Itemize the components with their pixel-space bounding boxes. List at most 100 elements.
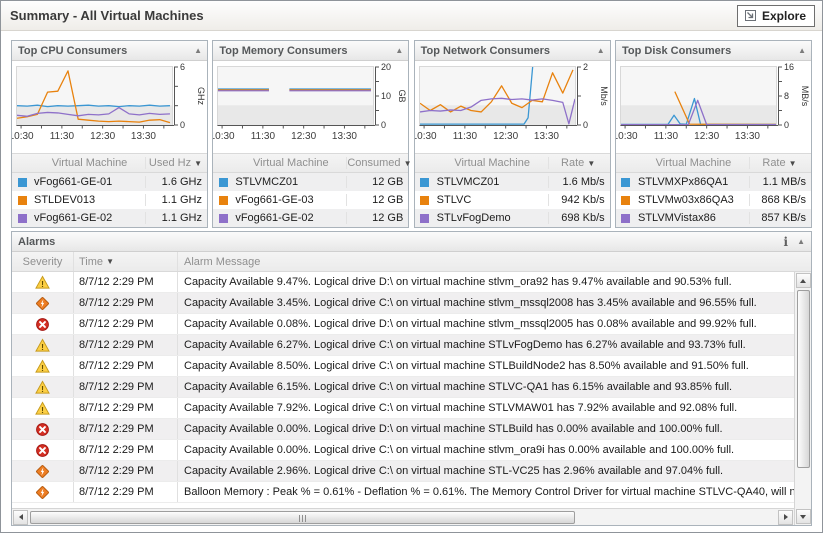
table-row[interactable]: STLVC 942 Kb/s bbox=[415, 191, 610, 209]
alarm-time: 8/7/12 2:29 PM bbox=[74, 377, 178, 397]
svg-text:16: 16 bbox=[784, 62, 794, 72]
scroll-right-button[interactable] bbox=[778, 509, 793, 525]
column-header-metric[interactable]: Rate ▼ bbox=[748, 157, 811, 169]
sort-descending-icon: ▼ bbox=[106, 257, 115, 266]
column-header-virtual-machine[interactable]: Virtual Machine bbox=[51, 157, 128, 169]
consumer-table-cpu: Virtual Machine Used Hz ▼ vFog661-GE-01 1.6… bbox=[12, 153, 207, 227]
svg-text:12:30: 12:30 bbox=[90, 131, 115, 142]
vm-metric-value: 1.6 GHz bbox=[145, 176, 207, 188]
vm-name: vFog661-GE-02 bbox=[235, 212, 314, 224]
table-row[interactable]: STLDEV013 1.1 GHz bbox=[12, 191, 207, 209]
scroll-left-button[interactable] bbox=[13, 509, 28, 525]
alarm-row[interactable]: 8/7/12 2:29 PM Capacity Available 2.96%. … bbox=[12, 461, 794, 482]
vm-metric-value: 1.1 MB/s bbox=[748, 176, 811, 188]
table-row[interactable]: STLvFogDemo 698 Kb/s bbox=[414, 209, 610, 227]
chart-disk: 0 8 16 MB/s 10:30 11:30 12:30 13:30 bbox=[613, 61, 811, 153]
alarm-row[interactable]: ! 8/7/12 2:29 PM Capacity Available 6.15%.… bbox=[12, 377, 794, 398]
table-row[interactable]: vFog661-GE-02 12 GB bbox=[213, 209, 409, 227]
explore-button[interactable]: Explore bbox=[736, 4, 815, 27]
column-header-alarm-message[interactable]: Alarm Message bbox=[184, 255, 261, 268]
scroll-down-button[interactable] bbox=[795, 509, 811, 524]
table-header-cpu: Virtual Machine Used Hz ▼ bbox=[12, 153, 207, 173]
chart-svg-disk: 0 8 16 MB/s 10:30 11:30 12:30 13:30 bbox=[613, 62, 810, 142]
chart-svg-memory: 0 10 20 GB 10:30 11:30 12:30 13:30 bbox=[210, 62, 407, 142]
series-color bbox=[420, 177, 430, 187]
alarm-row[interactable]: 8/7/12 2:29 PM Balloon Memory : Peak % = … bbox=[12, 482, 794, 503]
vm-name: vFog661-GE-01 bbox=[34, 176, 113, 188]
series-color bbox=[621, 195, 631, 205]
table-row[interactable]: STLVMw03x86QA3 868 KB/s bbox=[616, 191, 811, 209]
collapse-icon-memory[interactable]: ▲ bbox=[395, 45, 404, 55]
column-header-metric[interactable]: Used Hz ▼ bbox=[145, 157, 207, 169]
alarm-row[interactable]: ! 8/7/12 2:29 PM Capacity Available 9.47%.… bbox=[12, 272, 794, 293]
consumer-panels-row: Top CPU Consumers ▲ 0 6 GHz 10:30 11:30 12:30 13… bbox=[9, 40, 812, 228]
table-row[interactable]: STLVMCZ01 12 GB bbox=[213, 173, 409, 191]
table-row[interactable]: vFog661-GE-01 1.6 GHz bbox=[12, 173, 207, 191]
vertical-scroll-track[interactable] bbox=[795, 289, 812, 508]
table-row[interactable]: STLVMXPx86QA1 1.1 MB/s bbox=[615, 173, 811, 191]
alarm-row[interactable]: ! 8/7/12 2:29 PM Capacity Available 6.27%.… bbox=[12, 335, 794, 356]
collapse-icon-disk[interactable]: ▲ bbox=[798, 45, 806, 55]
svg-text:10: 10 bbox=[381, 91, 391, 101]
column-header-metric[interactable]: Rate ▼ bbox=[547, 157, 610, 169]
warning-severity-icon: ! bbox=[35, 337, 50, 351]
vm-name: STLVMCZ01 bbox=[436, 176, 500, 188]
alarm-row[interactable]: 8/7/12 2:29 PM Capacity Available 0.00%. … bbox=[12, 440, 794, 461]
table-row[interactable]: STLVMCZ01 1.6 Mb/s bbox=[414, 173, 610, 191]
alarm-severity-cell: ! bbox=[12, 272, 74, 292]
alarm-row[interactable]: ! 8/7/12 2:29 PM Capacity Available 8.50%.… bbox=[12, 356, 794, 377]
alarm-time: 8/7/12 2:29 PM bbox=[74, 461, 178, 481]
alarm-message: Capacity Available 3.45%. Logical drive … bbox=[184, 297, 757, 309]
table-row[interactable]: vFog661-GE-03 12 GB bbox=[213, 191, 408, 209]
column-header-virtual-machine[interactable]: Virtual Machine bbox=[655, 157, 732, 169]
table-row[interactable]: vFog661-GE-02 1.1 GHz bbox=[12, 209, 207, 227]
alarm-severity-cell bbox=[12, 419, 74, 439]
vm-name: STLVMVistax86 bbox=[637, 212, 716, 224]
column-header-severity[interactable]: Severity bbox=[12, 252, 74, 271]
fatal-severity-icon bbox=[36, 317, 49, 331]
alarm-time: 8/7/12 2:29 PM bbox=[74, 335, 178, 355]
horizontal-scrollbar[interactable] bbox=[12, 508, 794, 525]
column-header-virtual-machine[interactable]: Virtual Machine bbox=[253, 157, 329, 169]
table-header-network: Virtual Machine Rate ▼ bbox=[414, 153, 610, 173]
right-arrow-icon bbox=[783, 514, 788, 520]
series-swatch bbox=[12, 195, 32, 205]
consumer-table-network: Virtual Machine Rate ▼ STLVMCZ01 1.6 Mb/s ST… bbox=[414, 153, 610, 227]
info-icon[interactable]: i bbox=[783, 234, 789, 249]
vm-name: vFog661-GE-02 bbox=[34, 212, 113, 224]
warning-severity-icon: ! bbox=[35, 358, 50, 372]
vm-metric-value: 12 GB bbox=[346, 194, 408, 206]
alarm-row[interactable]: ! 8/7/12 2:29 PM Capacity Available 7.92%.… bbox=[12, 398, 794, 419]
series-swatch bbox=[213, 213, 233, 223]
collapse-icon-network[interactable]: ▲ bbox=[596, 45, 605, 55]
explore-label: Explore bbox=[761, 8, 806, 23]
panel-title-cpu: Top CPU Consumers bbox=[18, 44, 128, 57]
series-color bbox=[218, 177, 228, 187]
scroll-up-button[interactable] bbox=[795, 273, 811, 288]
critical-severity-icon bbox=[36, 296, 49, 310]
svg-text:13:30: 13:30 bbox=[735, 131, 760, 142]
alarm-row[interactable]: 8/7/12 2:29 PM Capacity Available 0.00%. … bbox=[12, 419, 794, 440]
alarms-collapse-icon[interactable]: ▲ bbox=[797, 236, 805, 246]
column-header-time[interactable]: Time ▼ bbox=[74, 252, 178, 271]
explore-icon bbox=[744, 10, 756, 21]
collapse-icon-cpu[interactable]: ▲ bbox=[194, 45, 202, 55]
column-header-virtual-machine[interactable]: Virtual Machine bbox=[454, 157, 530, 169]
svg-text:!: ! bbox=[41, 362, 44, 372]
alarm-message: Capacity Available 6.15%. Logical drive … bbox=[184, 381, 733, 393]
vm-metric-value: 942 Kb/s bbox=[547, 194, 610, 206]
svg-text:11:30: 11:30 bbox=[251, 131, 276, 142]
column-header-metric[interactable]: Consumed ▼ bbox=[346, 157, 412, 169]
vertical-scrollbar[interactable] bbox=[794, 272, 811, 525]
vm-name: STLVC bbox=[436, 194, 472, 206]
alarm-row[interactable]: 8/7/12 2:29 PM Capacity Available 0.08%. … bbox=[12, 314, 794, 335]
horizontal-scroll-thumb[interactable] bbox=[30, 510, 575, 524]
series-color bbox=[218, 195, 228, 205]
svg-text:!: ! bbox=[41, 404, 44, 414]
svg-text:11:30: 11:30 bbox=[50, 131, 75, 142]
warning-severity-icon: ! bbox=[35, 379, 50, 393]
alarm-row[interactable]: 8/7/12 2:29 PM Capacity Available 3.45%. … bbox=[12, 293, 794, 314]
vertical-scroll-thumb[interactable] bbox=[796, 290, 810, 468]
table-row[interactable]: STLVMVistax86 857 KB/s bbox=[615, 209, 811, 227]
series-swatch bbox=[12, 213, 32, 223]
